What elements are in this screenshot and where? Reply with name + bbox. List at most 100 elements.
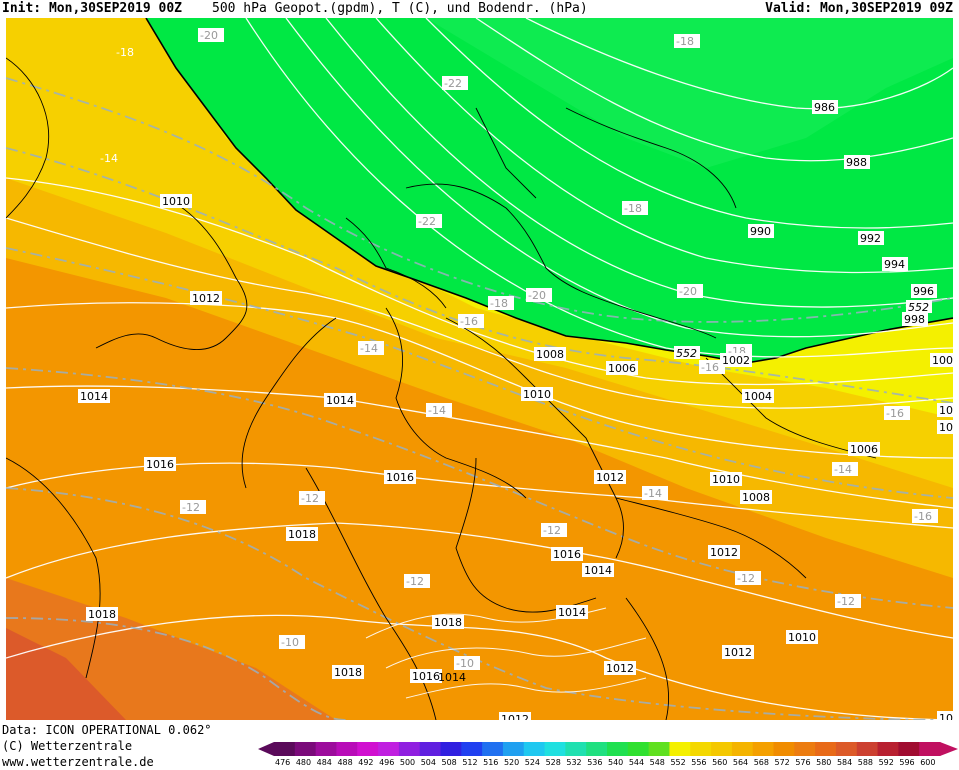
svg-text:1014: 1014 [80, 390, 108, 403]
scale-label: 528 [546, 758, 561, 766]
temp-label: -16 [912, 509, 938, 523]
temp-label: -14 [358, 341, 384, 355]
copyright: (C) Wetterzentrale [2, 739, 133, 753]
svg-text:-14: -14 [644, 487, 662, 500]
svg-text:10: 10 [939, 712, 953, 720]
svg-text:-10: -10 [456, 657, 474, 670]
scale-label: 500 [400, 758, 415, 766]
svg-text:-12: -12 [301, 492, 319, 505]
temp-label: -12 [541, 523, 567, 537]
valid-time: Valid: Mon,30SEP2019 09Z [765, 1, 953, 16]
scale-min-arrow [258, 742, 274, 756]
pressure-label: 10 [937, 420, 953, 434]
scale-swatch [648, 742, 670, 756]
scale-swatch [398, 742, 421, 756]
svg-text:996: 996 [913, 285, 934, 298]
temp-label: -18 [116, 46, 134, 59]
svg-text:-12: -12 [737, 572, 755, 585]
svg-text:-18: -18 [624, 202, 642, 215]
coastlines-borders [6, 57, 877, 720]
scale-label: 552 [670, 758, 685, 766]
svg-text:-16: -16 [914, 510, 932, 523]
scale-label: 576 [795, 758, 810, 766]
temp-label: -14 [642, 486, 668, 500]
svg-text:1016: 1016 [386, 471, 414, 484]
chart-title: 500 hPa Geopot.(gpdm), T (C), und Bodend… [212, 1, 588, 16]
temp-label: -10 [279, 635, 305, 649]
scale-swatch [440, 742, 462, 756]
scale-label: 544 [629, 758, 644, 766]
scale-swatch [752, 742, 774, 756]
pressure-label: 1018 [286, 527, 318, 541]
svg-text:-22: -22 [444, 77, 462, 90]
scale-label: 536 [587, 758, 602, 766]
svg-text:1012: 1012 [501, 713, 529, 720]
scale-label: 524 [525, 758, 540, 766]
pressure-labels: 986 988 990 992 994 996 998 100 1010 101… [78, 100, 953, 720]
scale-swatch [919, 742, 941, 756]
svg-text:-12: -12 [837, 595, 855, 608]
scale-swatch [544, 742, 566, 756]
temp-label: -14 [426, 403, 452, 417]
svg-text:1014: 1014 [438, 671, 466, 684]
svg-text:1018: 1018 [334, 666, 362, 679]
svg-text:-18: -18 [490, 297, 508, 310]
pressure-label: 986 [812, 100, 838, 114]
geopotential-label: 552 [674, 346, 700, 360]
weather-map: -20 -18 -22 -18 -14 -22 -18 -20 -18 -20 … [6, 18, 953, 720]
svg-text:-12: -12 [543, 524, 561, 537]
scale-label: 504 [421, 758, 436, 766]
scale-label: 532 [566, 758, 581, 766]
pressure-label: 1004 [742, 389, 774, 403]
scale-label: 548 [650, 758, 665, 766]
geopotential-labels: 552 552 [674, 300, 932, 360]
svg-text:1014: 1014 [584, 564, 612, 577]
pressure-label: 1012 [190, 291, 222, 305]
svg-text:1012: 1012 [724, 646, 752, 659]
temp-label: -12 [180, 500, 206, 514]
scale-swatch [898, 742, 920, 756]
temp-label: -14 [100, 152, 118, 165]
scale-label: 484 [317, 758, 332, 766]
svg-text:1012: 1012 [710, 546, 738, 559]
temp-label: -10 [454, 656, 480, 670]
scale-swatch [586, 742, 608, 756]
scale-swatch [607, 742, 629, 756]
temp-label: -16 [699, 360, 725, 374]
temp-label: -16 [884, 406, 910, 420]
pressure-label: 1010 [160, 194, 192, 208]
pressure-label: 1018 [332, 665, 364, 679]
temp-label: -12 [299, 491, 325, 505]
scale-label: 480 [296, 758, 311, 766]
scale-swatch [502, 742, 525, 756]
pressure-label: 1016 [551, 547, 583, 561]
svg-text:1010: 1010 [523, 388, 551, 401]
svg-text:552: 552 [676, 347, 697, 360]
pressure-label: 992 [858, 231, 884, 245]
pressure-label: 1014 [556, 605, 588, 619]
temp-label: -12 [735, 571, 761, 585]
scale-swatch [627, 742, 650, 756]
svg-text:988: 988 [846, 156, 867, 169]
temp-label: -12 [835, 594, 861, 608]
pressure-label: 1016 [144, 457, 176, 471]
scale-label: 492 [358, 758, 373, 766]
svg-text:1008: 1008 [536, 348, 564, 361]
pressure-label: 1008 [740, 490, 772, 504]
pressure-label: 1006 [606, 361, 638, 375]
scale-label: 488 [337, 758, 352, 766]
pressure-label: 1018 [432, 615, 464, 629]
scale-label: 516 [483, 758, 498, 766]
pressure-label: 1014 [438, 671, 466, 684]
svg-text:992: 992 [860, 232, 881, 245]
svg-text:990: 990 [750, 225, 771, 238]
pressure-label: 1016 [384, 470, 416, 484]
website-url: www.wetterzentrale.de [2, 755, 154, 769]
svg-text:-18: -18 [116, 46, 134, 59]
svg-text:-22: -22 [418, 215, 436, 228]
scale-swatch [336, 742, 358, 756]
scale-swatch [357, 742, 379, 756]
svg-text:-14: -14 [428, 404, 446, 417]
scale-label: 584 [837, 758, 852, 766]
scale-swatch [773, 742, 795, 756]
